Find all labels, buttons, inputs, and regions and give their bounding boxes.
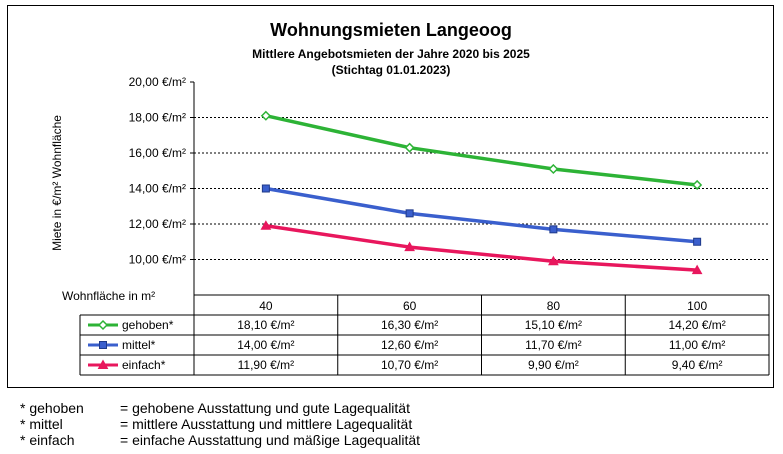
y-tick-label: 16,00 €/m² (129, 146, 186, 160)
x-category-label: 100 (687, 299, 707, 313)
chart-title: Wohnungsmieten Langeoog (270, 20, 512, 40)
chart-subtitle-line1: Mittlere Angebotsmieten der Jahre 2020 b… (252, 47, 530, 61)
data-point (548, 163, 559, 175)
series-line-2 (265, 224, 698, 272)
footnote-mittel: * mittel = mittlere Ausstattung und mittl… (20, 416, 420, 432)
legend-marker-2 (97, 359, 109, 369)
data-point (549, 225, 558, 234)
data-point (260, 110, 271, 121)
x-category-label: 40 (259, 299, 273, 313)
data-label: 18,10 €/m² (237, 318, 294, 332)
line-chart: Wohnungsmieten Langeoog Mittlere Angebot… (50, 20, 770, 376)
series-line-1 (265, 186, 698, 244)
y-tick-label: 10,00 €/m² (129, 253, 186, 267)
legend-label: einfach* (122, 358, 166, 372)
footnote-key: * mittel (20, 416, 63, 432)
data-point (404, 142, 415, 153)
y-tick-label: 18,00 €/m² (129, 111, 186, 125)
data-point (404, 241, 415, 252)
y-axis-label: Miete in €/m² Wohnfläche (50, 115, 64, 251)
data-label: 11,00 €/m² (669, 338, 725, 352)
footnote-key: * einfach (20, 432, 75, 448)
footnotes: * gehoben = gehobene Ausstattung und gute… (20, 400, 420, 448)
data-label: 14,00 €/m² (237, 338, 294, 352)
footnote-einfach: * einfach = einfache Ausstattung und mäßi… (20, 432, 420, 448)
data-label: 10,70 €/m² (381, 358, 438, 372)
data-label: 11,70 €/m² (525, 338, 581, 352)
data-point (260, 220, 272, 230)
data-label: 9,40 €/m² (672, 358, 723, 372)
legend-label: gehoben* (122, 318, 174, 332)
data-label: 16,30 €/m² (381, 318, 438, 332)
data-point (693, 237, 702, 246)
footnote-text: = einfache Ausstattung und mäßige Lagequ… (120, 432, 421, 448)
footnote-text: = gehobene Ausstattung und gute Lagequal… (120, 400, 410, 416)
footnote-text: = mittlere Ausstattung und mittlere Lage… (120, 416, 413, 432)
data-point (405, 209, 414, 218)
data-point (261, 184, 270, 193)
y-tick-label: 14,00 €/m² (129, 182, 186, 196)
data-label: 9,90 €/m² (528, 358, 579, 372)
legend-label: mittel* (122, 338, 156, 352)
data-label: 14,20 €/m² (668, 318, 725, 332)
series-line-0 (265, 114, 698, 187)
chart-frame: Wohnungsmieten Langeoog Mittlere Angebot… (7, 5, 774, 388)
chart-subtitle-line2: (Stichtag 01.01.2023) (332, 63, 451, 77)
legend-marker-1 (99, 341, 107, 349)
data-point (691, 264, 703, 275)
data-label: 15,10 €/m² (525, 318, 582, 332)
y-tick-label: 20,00 €/m² (129, 75, 186, 89)
data-point (692, 179, 703, 191)
x-category-label: 80 (547, 299, 561, 313)
data-label: 12,60 €/m² (381, 338, 438, 352)
y-tick-label: 12,00 €/m² (129, 217, 186, 231)
footnote-key: * gehoben (20, 400, 84, 416)
x-axis-label: Wohnfläche in m² (62, 289, 155, 303)
legend-marker-0 (97, 319, 109, 331)
x-category-label: 60 (403, 299, 417, 313)
data-label: 11,90 €/m² (238, 358, 294, 372)
footnote-gehoben: * gehoben = gehobene Ausstattung und gute… (20, 400, 420, 416)
data-point (548, 255, 559, 266)
